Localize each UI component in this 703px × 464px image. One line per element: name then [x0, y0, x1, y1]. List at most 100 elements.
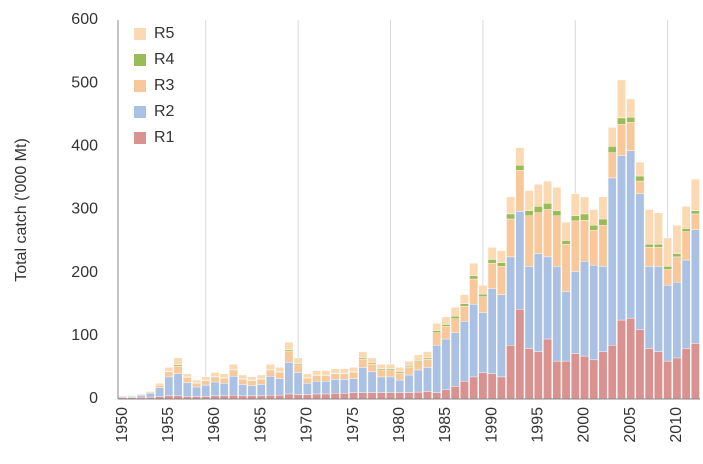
bar-segment: [552, 187, 562, 211]
bar-segment: [644, 209, 654, 245]
bar-segment: [210, 381, 220, 397]
bar-segment: [358, 351, 368, 359]
bar-segment: [654, 244, 663, 248]
bar-segment: [478, 285, 488, 295]
bar-segment: [469, 376, 478, 400]
legend-label: R2: [154, 103, 175, 120]
bar-segment: [561, 291, 571, 362]
bar-segment: [219, 373, 229, 378]
bar-segment: [589, 209, 599, 226]
legend-label: R1: [154, 129, 175, 146]
bar-segment: [524, 210, 534, 217]
bar-segment: [432, 330, 442, 333]
bar-segment: [275, 372, 284, 379]
bar-segment: [192, 383, 201, 388]
bar-segment: [552, 215, 562, 267]
bar-segment: [515, 211, 525, 310]
bar-segment: [552, 266, 562, 362]
bar-segment: [626, 150, 636, 319]
bar-segment: [654, 212, 663, 245]
bar-segment: [413, 354, 423, 361]
x-tick-label: 1950: [114, 407, 131, 443]
bar-segment: [497, 294, 506, 378]
bar-segment: [691, 229, 700, 344]
bar-segment: [506, 213, 515, 220]
legend-swatch: [134, 132, 146, 144]
bar-segment: [497, 376, 506, 400]
bar-segment: [460, 381, 469, 400]
bar-segment: [478, 372, 488, 400]
bar-segment: [469, 275, 478, 280]
x-tick-label: 1995: [530, 407, 547, 443]
bar-segment: [155, 384, 164, 388]
bar-segment: [340, 373, 349, 380]
bar-segment: [570, 215, 580, 222]
bar-segment: [534, 206, 543, 213]
bar-segment: [635, 329, 645, 400]
bar-segment: [617, 319, 626, 400]
bar-segment: [598, 351, 608, 400]
bar-segment: [635, 161, 645, 177]
bar-segment: [487, 288, 497, 374]
bar-segment: [256, 384, 266, 397]
x-tick-label: 1960: [206, 407, 223, 443]
bar-segment: [617, 117, 626, 125]
bar-segment: [284, 341, 294, 350]
bar-segment: [127, 395, 137, 397]
bar-segment: [367, 364, 377, 373]
bar-segment: [164, 367, 174, 372]
bar-segment: [543, 209, 552, 258]
bar-segment: [607, 152, 617, 179]
bar-segment: [358, 392, 368, 400]
bar-segment: [201, 380, 211, 386]
bar-segment: [229, 395, 238, 400]
bar-segment: [524, 348, 534, 400]
bar-segment: [654, 351, 663, 400]
bar-segment: [182, 373, 192, 378]
bar-segment: [386, 369, 395, 378]
bar-segment: [487, 373, 497, 400]
bar-segment: [266, 364, 275, 370]
bar-segment: [182, 377, 192, 383]
bar-segment: [552, 210, 562, 217]
legend-swatch: [134, 28, 146, 40]
bar-segment: [460, 321, 469, 382]
bar-segment: [395, 367, 405, 373]
bar-segment: [469, 262, 478, 277]
bar-segment: [635, 193, 645, 330]
bar-segment: [404, 392, 414, 400]
bar-segment: [312, 370, 321, 376]
bar-segment: [672, 225, 682, 254]
bar-segment: [497, 250, 506, 263]
bar-segment: [293, 357, 303, 364]
bar-segment: [607, 177, 617, 346]
x-tick-label: 1980: [391, 407, 408, 443]
bar-segment: [432, 323, 442, 331]
bar-segment: [580, 261, 589, 357]
bar-segment: [626, 98, 636, 118]
bar-segment: [330, 393, 340, 400]
bar-segment: [395, 392, 405, 400]
bar-segment: [450, 307, 460, 317]
bar-segment: [376, 392, 386, 400]
bar-segment: [580, 220, 589, 262]
bar-segment: [173, 357, 183, 366]
bar-segment: [321, 393, 331, 400]
bar-segment: [487, 259, 497, 264]
bar-segment: [460, 294, 469, 304]
bar-segment: [413, 361, 423, 371]
bar-segment: [210, 372, 220, 377]
bar-segment: [681, 228, 691, 232]
bar-segment: [478, 293, 488, 297]
bar-segment: [441, 338, 451, 390]
bar-segment: [423, 367, 432, 392]
bar-segment: [580, 355, 589, 400]
legend-label: R4: [154, 51, 175, 68]
bar-segment: [469, 278, 478, 305]
x-tick-label: 2000: [576, 407, 593, 443]
bar-segment: [266, 395, 275, 400]
x-tick-label: 2005: [622, 407, 639, 443]
x-tick-label: 1975: [345, 407, 362, 443]
bar-segment: [672, 253, 682, 258]
bar-segment: [543, 338, 552, 400]
